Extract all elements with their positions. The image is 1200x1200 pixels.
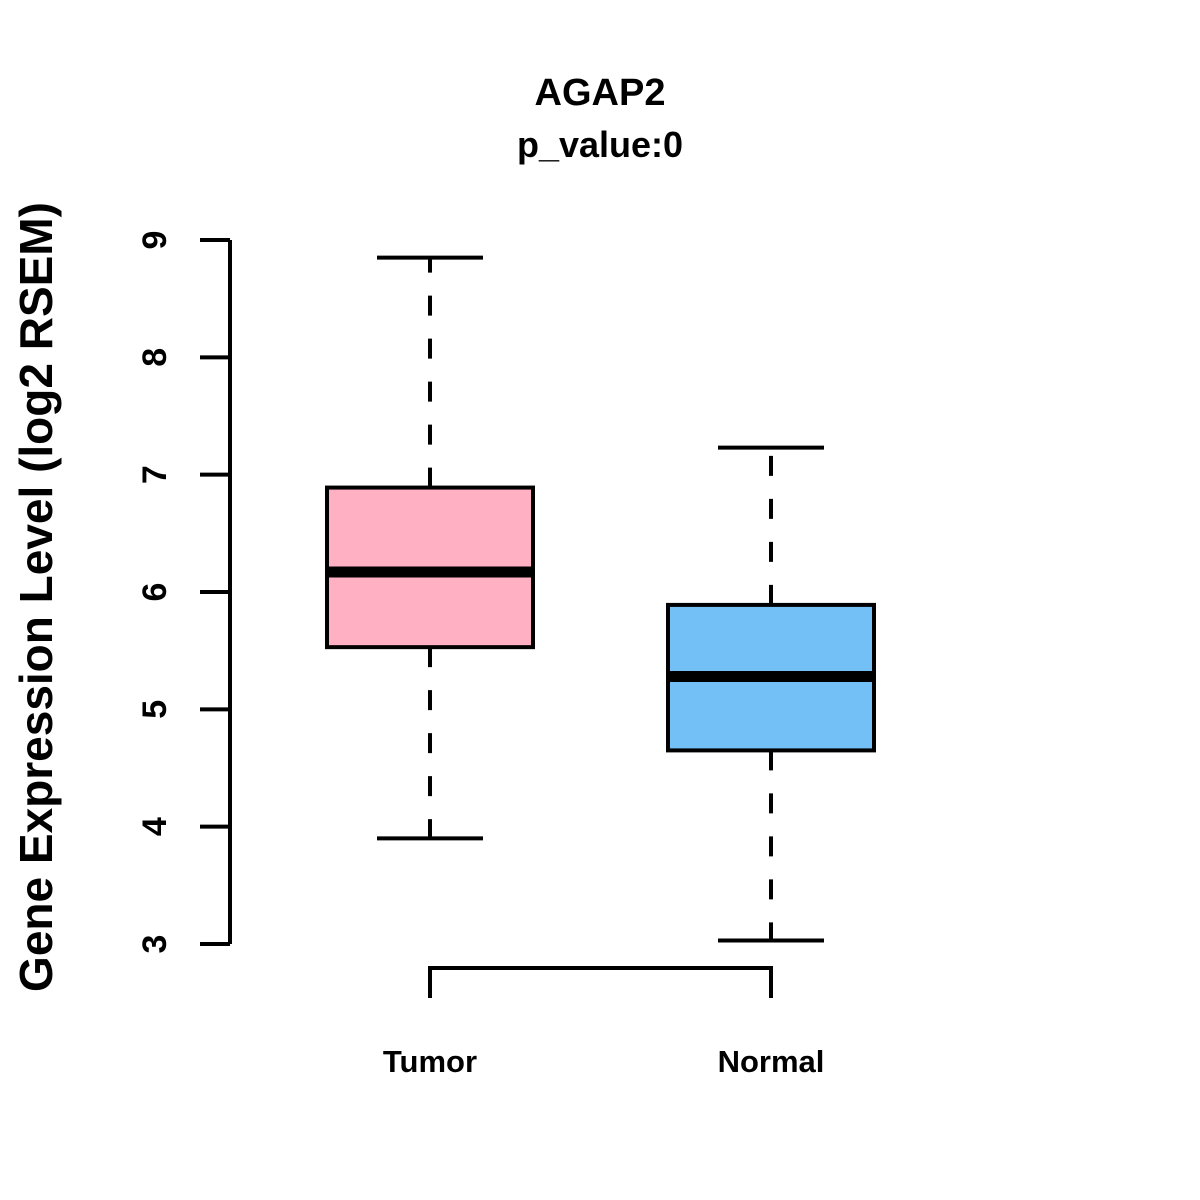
y-tick-label: 4 [136,817,174,836]
x-category-label-tumor: Tumor [383,1044,477,1079]
chart-subtitle: p_value:0 [517,124,683,165]
x-category-label-normal: Normal [718,1044,825,1079]
plot-area: 3 4 5 6 7 8 9 [136,231,876,998]
y-tick-label: 3 [136,935,174,954]
y-tick-label: 9 [136,231,174,250]
y-tick-label: 6 [136,583,174,602]
chart-title: AGAP2 [535,72,666,114]
y-tick-label: 5 [136,700,174,719]
comparison-bracket [428,966,773,998]
y-tick-label: 7 [136,465,174,484]
y-axis-label: Gene Expression Level (log2 RSEM) [10,202,62,992]
y-tick-label: 8 [136,348,174,367]
